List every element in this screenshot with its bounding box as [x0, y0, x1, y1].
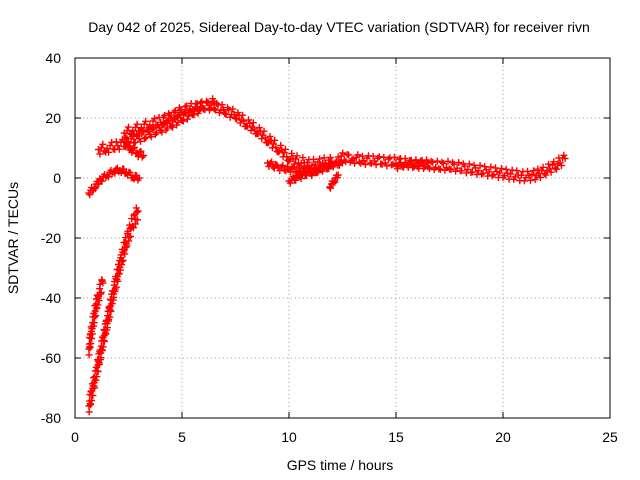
grid-lines [75, 58, 610, 418]
y-tick-label: -20 [41, 230, 61, 246]
x-tick-label: 25 [602, 429, 618, 445]
series-markers [85, 164, 143, 199]
x-tick-label: 0 [71, 429, 79, 445]
series-markers [85, 276, 107, 359]
chart-title: Day 042 of 2025, Sidereal Day-to-day VTE… [88, 19, 590, 35]
series-arc-2 [85, 204, 142, 416]
tick-labels: 0 5 10 15 20 25 -80 -60 -40 -20 0 20 40 [41, 50, 618, 445]
series-markers [85, 204, 142, 416]
y-tick-label: -80 [41, 410, 61, 426]
data-series [85, 95, 569, 416]
y-axis-label: SDTVAR / TECUs [5, 182, 21, 294]
x-tick-label: 10 [281, 429, 297, 445]
series-arc-12 [392, 156, 432, 173]
series-markers [326, 171, 342, 192]
x-axis-label: GPS time / hours [287, 457, 394, 473]
series-markers [392, 156, 432, 173]
x-tick-label: 5 [178, 429, 186, 445]
series-arc-5 [120, 138, 147, 161]
y-tick-label: 40 [45, 50, 61, 66]
plot-frame [74, 57, 611, 419]
series-arc-10 [326, 171, 342, 192]
series-arc-3 [85, 164, 143, 199]
y-tick-label: 20 [45, 110, 61, 126]
y-tick-label: 0 [53, 170, 61, 186]
series-markers [120, 138, 147, 161]
series-arc-1 [85, 276, 107, 359]
y-tick-label: -60 [41, 350, 61, 366]
series-arc-6 [120, 97, 336, 173]
x-tick-label: 20 [495, 429, 511, 445]
y-tick-label: -40 [41, 290, 61, 306]
x-tick-label: 15 [388, 429, 404, 445]
series-markers [120, 97, 336, 173]
